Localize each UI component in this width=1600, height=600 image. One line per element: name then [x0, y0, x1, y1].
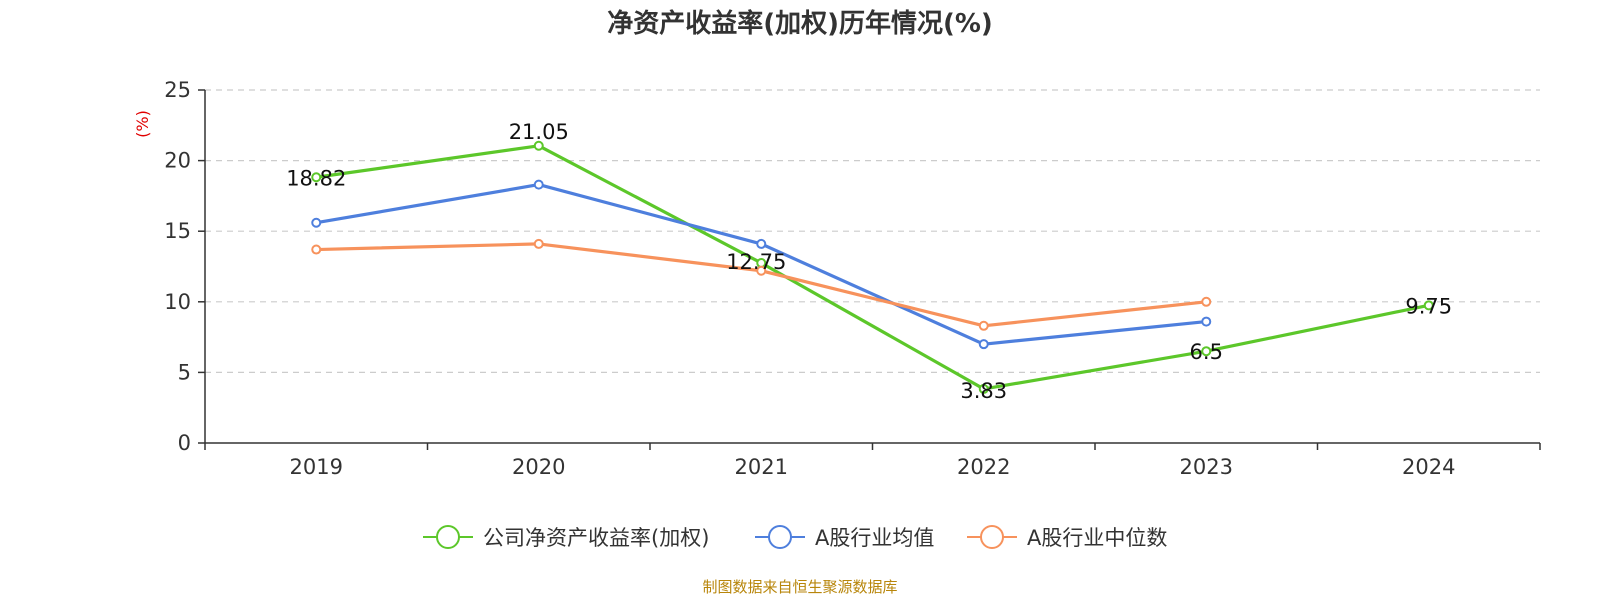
data-point[interactable] — [311, 244, 322, 255]
legend-marker — [768, 525, 792, 549]
legend-label: A股行业均值 — [815, 526, 934, 550]
legend-label: A股行业中位数 — [1027, 526, 1167, 550]
chart-title: 净资产收益率(加权)历年情况(%) — [607, 8, 993, 39]
data-point[interactable] — [1201, 316, 1212, 327]
legend-item-1[interactable]: A股行业均值 — [755, 525, 934, 550]
y-axis-unit-label: (%) — [133, 110, 152, 138]
y-tick-label: 0 — [178, 431, 191, 455]
data-label: 21.05 — [509, 120, 569, 144]
data-point[interactable] — [311, 172, 322, 183]
data-point[interactable] — [978, 320, 989, 331]
data-point[interactable] — [533, 179, 544, 190]
y-tick-label: 15 — [164, 219, 191, 243]
legend-marker — [436, 525, 460, 549]
data-point[interactable] — [311, 217, 322, 228]
data-point[interactable] — [756, 265, 767, 276]
data-label: 9.75 — [1405, 294, 1452, 318]
data-label: 6.5 — [1190, 340, 1223, 364]
x-tick-label: 2024 — [1402, 455, 1455, 479]
data-point[interactable] — [978, 383, 989, 394]
data-labels-layer: 18.82 21.05 12.75 3.83 6.5 9.75 — [286, 120, 1452, 403]
legend-label: 公司净资产收益率(加权) — [483, 526, 709, 550]
data-point[interactable] — [533, 140, 544, 151]
source-note: 制图数据来自恒生聚源数据库 — [702, 578, 897, 596]
y-tick-label: 10 — [164, 290, 191, 314]
data-label: 18.82 — [286, 166, 346, 190]
x-tick-label: 2020 — [512, 455, 565, 479]
data-point[interactable] — [1201, 296, 1212, 307]
legend-item-2[interactable]: A股行业中位数 — [967, 525, 1167, 550]
y-tick-label: 20 — [164, 149, 191, 173]
legend-marker — [980, 525, 1004, 549]
axes: 0 5 10 15 20 25 2019 2020 2021 2022 2023 2024 — [164, 78, 1541, 479]
series-layer — [311, 140, 1434, 394]
data-point[interactable] — [756, 238, 767, 249]
legend-item-0[interactable]: 公司净资产收益率(加权) — [423, 525, 709, 550]
data-point[interactable] — [978, 339, 989, 350]
data-label: 12.75 — [726, 250, 786, 274]
x-tick-label: 2023 — [1180, 455, 1233, 479]
data-label: 3.83 — [960, 379, 1007, 403]
data-point[interactable] — [533, 238, 544, 249]
series-line-0 — [316, 144, 1430, 391]
y-tick-label: 25 — [164, 78, 191, 102]
legend: 公司净资产收益率(加权) A股行业均值 A股行业中位数 — [423, 525, 1167, 550]
y-tick-label: 5 — [178, 360, 191, 384]
x-tick-label: 2021 — [735, 455, 788, 479]
grid-lines — [205, 89, 1540, 373]
x-tick-label: 2022 — [957, 455, 1010, 479]
x-tick-label: 2019 — [290, 455, 343, 479]
data-point[interactable] — [1423, 300, 1434, 311]
data-point[interactable] — [1201, 346, 1212, 357]
